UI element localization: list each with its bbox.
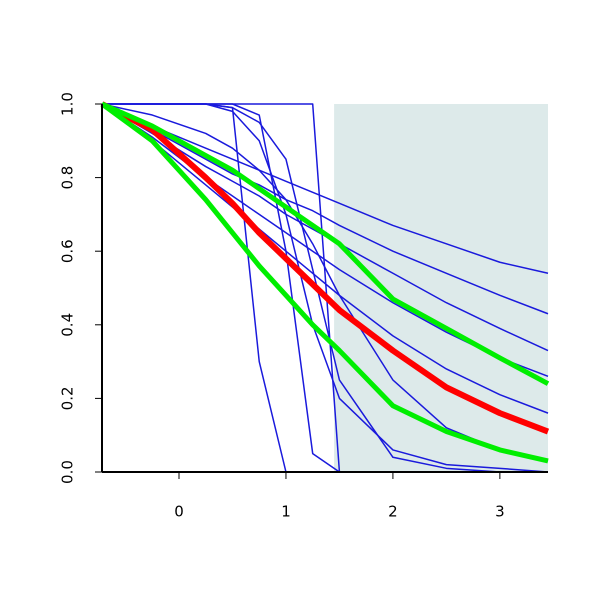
curve <box>101 103 549 275</box>
x-tick-label: 0 <box>174 503 184 521</box>
curve <box>101 103 549 462</box>
curve <box>100 101 550 435</box>
x-tick-label: 3 <box>495 503 505 521</box>
y-tick-label: 0.6 <box>59 239 77 263</box>
curve <box>101 103 549 315</box>
y-tick-label: 1.0 <box>59 92 77 116</box>
y-tick-label: 0.2 <box>59 386 77 410</box>
curve <box>101 103 549 414</box>
y-tick-label: 0.8 <box>59 166 77 190</box>
y-tick-label: 0.4 <box>59 313 77 337</box>
curve <box>100 101 550 386</box>
curve <box>100 101 549 464</box>
x-tick-label: 2 <box>388 503 398 521</box>
x-tick-label: 1 <box>281 503 291 521</box>
y-tick-label: 0.0 <box>59 460 77 484</box>
